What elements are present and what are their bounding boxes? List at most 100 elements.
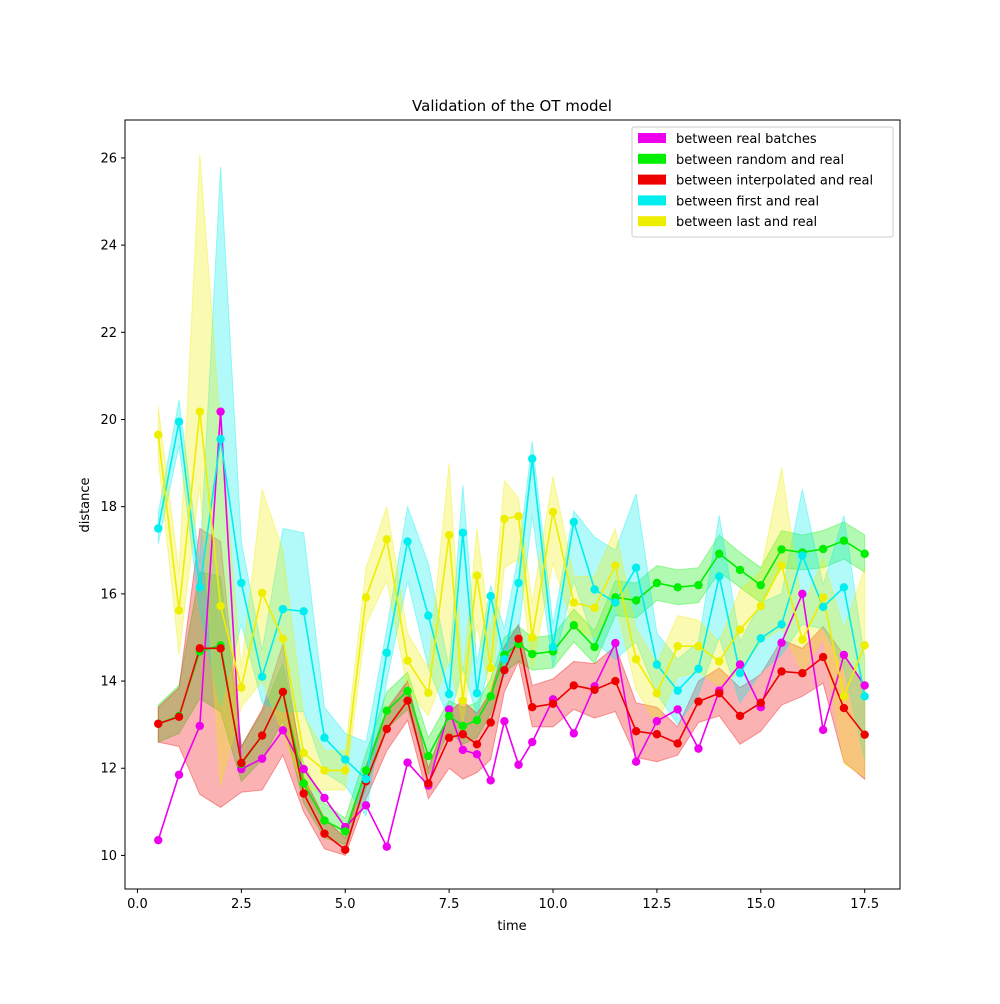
point-series-3-28 <box>694 664 703 674</box>
point-series-3-12 <box>403 537 412 546</box>
point-series-0-11 <box>382 842 391 851</box>
point-series-2-13 <box>424 779 433 788</box>
plot-frame <box>124 119 901 890</box>
point-series-2-35 <box>839 703 849 713</box>
point-series-4-21 <box>548 507 558 517</box>
point-series-1-7 <box>299 779 308 788</box>
point-series-4-34 <box>818 593 828 602</box>
point-series-0-3 <box>216 407 225 416</box>
point-series-4-22 <box>569 598 578 607</box>
point-series-2-26 <box>652 730 662 739</box>
point-series-3-13 <box>424 611 433 620</box>
point-series-2-1 <box>174 712 184 721</box>
y-tick-label: 18 <box>100 500 117 515</box>
point-series-0-6 <box>278 726 288 735</box>
point-series-4-3 <box>216 601 225 611</box>
point-series-4-36 <box>860 641 869 650</box>
y-tick-label: 26 <box>100 151 117 166</box>
point-series-3-7 <box>299 607 308 616</box>
point-series-3-2 <box>195 583 204 592</box>
point-series-2-3 <box>216 644 225 653</box>
point-series-1-31 <box>756 580 765 590</box>
point-series-4-5 <box>257 588 267 598</box>
y-tick-label: 10 <box>100 849 117 864</box>
band-series-3 <box>157 166 866 818</box>
point-series-3-25 <box>631 563 641 572</box>
point-series-2-16 <box>472 740 482 749</box>
point-series-2-7 <box>299 789 308 798</box>
point-series-3-31 <box>756 634 765 643</box>
legend-swatch <box>638 195 666 206</box>
point-series-0-33 <box>798 589 807 599</box>
point-series-2-22 <box>569 681 578 690</box>
y-tick-label: 14 <box>100 675 117 690</box>
point-series-1-14 <box>444 711 454 721</box>
point-series-3-11 <box>382 648 391 657</box>
point-series-2-9 <box>341 845 350 854</box>
point-series-4-25 <box>631 655 641 664</box>
legend-box <box>631 126 894 238</box>
point-series-4-33 <box>798 635 807 644</box>
point-series-3-21 <box>548 642 558 652</box>
point-series-4-4 <box>237 683 246 692</box>
y-tick-label: 22 <box>100 326 117 341</box>
point-series-3-19 <box>514 578 523 588</box>
point-series-1-26 <box>652 578 662 588</box>
point-series-2-29 <box>715 689 724 698</box>
point-series-4-32 <box>777 561 786 570</box>
point-series-1-12 <box>403 686 412 696</box>
point-series-3-29 <box>715 572 724 581</box>
point-series-1-15 <box>458 721 468 731</box>
point-series-1-36 <box>860 549 869 558</box>
point-series-0-28 <box>694 744 703 753</box>
point-series-3-36 <box>860 692 869 701</box>
point-series-4-6 <box>278 634 288 643</box>
point-series-2-15 <box>458 730 468 739</box>
point-series-3-6 <box>278 604 288 614</box>
point-series-0-20 <box>528 737 537 747</box>
point-series-4-0 <box>154 430 163 439</box>
x-tick-label: 12.5 <box>642 897 671 912</box>
legend-entries: between real batches between random and r… <box>638 132 873 230</box>
point-series-1-30 <box>735 565 745 575</box>
point-series-0-10 <box>361 801 371 810</box>
point-series-2-5 <box>257 731 267 740</box>
point-series-3-30 <box>735 669 745 678</box>
y-tick-label: 20 <box>100 413 117 428</box>
point-series-3-22 <box>569 517 578 527</box>
point-series-4-26 <box>652 689 662 698</box>
point-series-2-33 <box>798 669 807 678</box>
point-series-4-16 <box>472 571 482 580</box>
point-series-2-25 <box>631 726 641 736</box>
x-tick-label: 5.0 <box>335 897 356 912</box>
point-series-3-32 <box>777 620 786 629</box>
point-series-4-31 <box>756 601 765 611</box>
chart-title: Validation of the OT model <box>412 97 612 115</box>
point-series-0-5 <box>257 754 267 763</box>
legend-label: between interpolated and real <box>676 174 873 189</box>
y-tick-label: 12 <box>100 762 117 777</box>
point-series-2-23 <box>590 685 599 694</box>
point-series-4-2 <box>195 407 204 416</box>
point-series-4-24 <box>611 561 620 570</box>
point-series-2-30 <box>735 711 745 721</box>
point-series-0-30 <box>735 660 745 669</box>
point-series-1-13 <box>424 751 433 761</box>
point-series-2-21 <box>548 699 558 708</box>
x-axis-ticks: 0.0 2.5 5.0 7.5 10.0 12.5 15.0 17.5 <box>127 889 879 912</box>
point-series-1-25 <box>631 596 641 605</box>
point-series-1-17 <box>486 692 495 701</box>
y-tick-label: 24 <box>100 239 117 254</box>
point-series-4-11 <box>382 535 391 544</box>
point-series-0-0 <box>154 835 163 845</box>
point-series-0-2 <box>195 721 204 731</box>
point-series-3-4 <box>237 578 246 588</box>
point-series-4-18 <box>500 514 509 524</box>
point-series-3-27 <box>673 686 682 695</box>
point-series-1-11 <box>382 706 391 715</box>
point-series-2-34 <box>818 652 828 662</box>
point-series-4-12 <box>403 656 412 665</box>
point-series-0-35 <box>839 650 849 660</box>
point-series-4-30 <box>735 625 745 634</box>
